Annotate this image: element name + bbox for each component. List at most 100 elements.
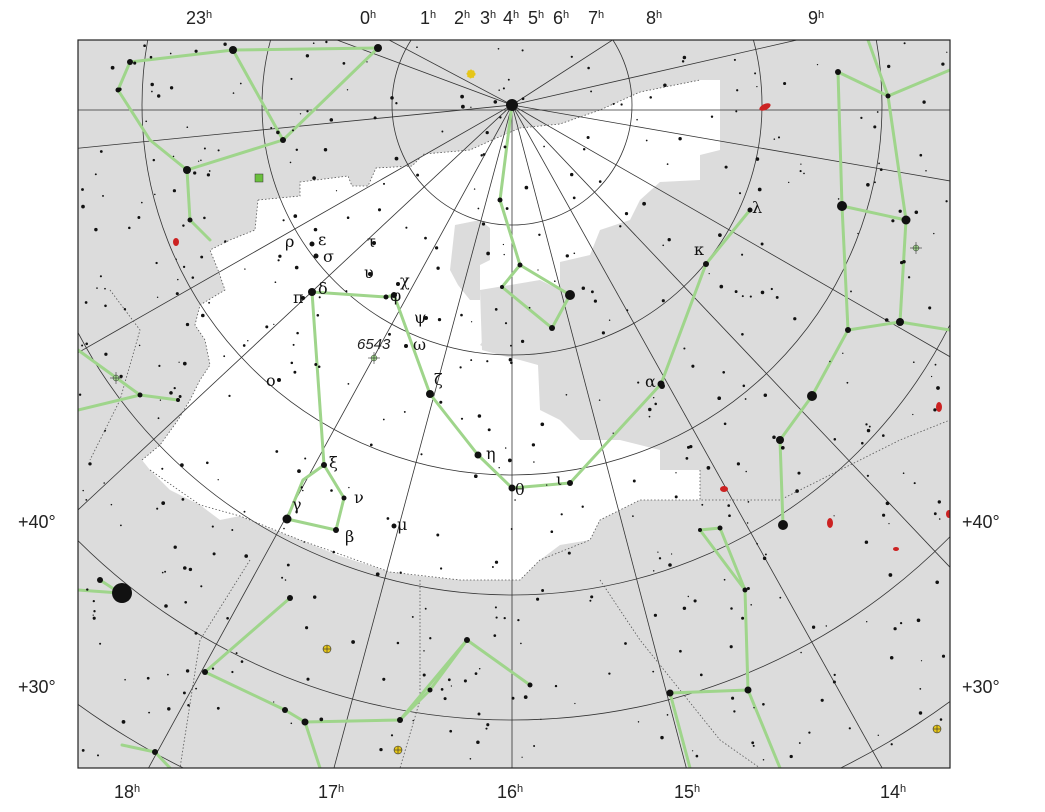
faint-star-marker: [914, 210, 919, 215]
faint-star-marker: [345, 290, 348, 293]
star-label-zeta: ζ: [434, 370, 443, 389]
faint-star-marker: [470, 106, 472, 108]
faint-star-marker: [244, 268, 246, 270]
ra-label-6h: 6h: [553, 8, 569, 28]
faint-star-marker: [747, 501, 750, 503]
faint-star-marker: [293, 214, 298, 218]
faint-star-marker: [521, 97, 525, 101]
faint-star-marker: [504, 322, 508, 325]
faint-star-marker: [495, 616, 498, 619]
faint-star-marker: [480, 154, 483, 157]
planetary-nebula-6543-marker: [368, 352, 380, 364]
faint-star-marker: [520, 642, 522, 645]
faint-star-marker: [772, 435, 776, 439]
globular-cluster-marker: [932, 724, 942, 734]
faint-star-marker: [620, 103, 623, 106]
star-label-xi: ξ: [329, 453, 338, 472]
faint-star-marker: [693, 599, 697, 603]
star-marker: [372, 241, 376, 245]
faint-star-marker: [424, 607, 427, 610]
faint-star-marker: [662, 244, 665, 247]
faint-star-marker: [316, 314, 320, 317]
faint-star-marker: [329, 118, 334, 122]
faint-star-marker: [582, 148, 586, 151]
faint-star-marker: [907, 276, 911, 279]
faint-star-marker: [243, 510, 246, 513]
faint-star-marker: [156, 507, 159, 510]
faint-star-marker: [274, 281, 277, 284]
faint-star-marker: [81, 748, 85, 752]
faint-star-marker: [888, 573, 893, 577]
star-marker: [137, 392, 143, 398]
faint-star-marker: [304, 457, 307, 460]
faint-star-marker: [146, 676, 150, 680]
faint-star-marker: [528, 306, 531, 309]
faint-star-marker: [893, 627, 897, 631]
faint-star-marker: [916, 618, 921, 623]
faint-star-marker: [150, 82, 154, 87]
faint-star-marker: [99, 150, 103, 153]
ra-label-3h: 3h: [480, 8, 496, 28]
faint-star-marker: [224, 240, 227, 243]
faint-star-marker: [290, 722, 293, 725]
faint-star-marker: [180, 463, 184, 467]
star-marker: [698, 528, 702, 532]
star-label-omicron: ο: [266, 371, 276, 390]
faint-star-marker: [685, 457, 689, 460]
faint-star-marker: [913, 482, 916, 485]
faint-star-marker: [945, 200, 948, 203]
faint-star-marker: [463, 679, 467, 683]
faint-star-marker: [878, 162, 880, 165]
faint-star-marker: [184, 600, 188, 604]
faint-star-marker: [110, 503, 113, 506]
faint-star-marker: [351, 640, 355, 644]
star-marker: [202, 669, 208, 675]
faint-star-marker: [560, 513, 563, 516]
faint-star-marker: [499, 116, 502, 119]
faint-star-marker: [833, 673, 836, 677]
faint-star-marker: [347, 383, 350, 385]
faint-star-marker: [469, 758, 472, 760]
star-label-iota: ι: [556, 470, 562, 489]
faint-star-marker: [335, 190, 338, 192]
faint-star-marker: [760, 290, 765, 295]
faint-star-marker: [632, 515, 634, 517]
galaxy-marker: [759, 103, 771, 111]
faint-star-marker: [941, 654, 946, 658]
faint-star-marker: [658, 557, 662, 560]
faint-star-marker: [300, 486, 303, 489]
faint-star-marker: [157, 94, 161, 98]
faint-star-marker: [128, 226, 131, 230]
faint-star-marker: [573, 252, 576, 255]
faint-star-marker: [922, 100, 926, 104]
faint-star-marker: [148, 711, 151, 714]
ra-label-23h: 23h: [186, 8, 212, 28]
faint-star-marker: [727, 504, 731, 507]
faint-star-marker: [510, 528, 513, 530]
faint-star-marker: [292, 343, 295, 346]
faint-star-marker: [902, 472, 905, 474]
faint-star-marker: [524, 185, 529, 190]
faint-star-marker: [649, 96, 652, 99]
faint-star-marker: [188, 567, 193, 572]
faint-star-marker: [155, 261, 158, 265]
faint-star-marker: [691, 364, 695, 368]
faint-star-marker: [403, 410, 406, 413]
faint-star-marker: [498, 89, 500, 91]
faint-star-marker: [938, 518, 941, 520]
faint-star-marker: [447, 678, 451, 682]
star-marker: [666, 689, 674, 697]
faint-star-marker: [92, 599, 95, 603]
faint-star-marker: [405, 226, 408, 229]
star-label-nu: ν: [354, 488, 364, 507]
faint-star-marker: [881, 434, 885, 437]
faint-star-marker: [439, 567, 443, 570]
faint-star-marker: [572, 196, 576, 200]
faint-star-marker: [473, 474, 478, 479]
faint-star-marker: [866, 182, 870, 187]
faint-star-marker: [624, 211, 629, 216]
faint-star-marker: [477, 207, 480, 210]
faint-star-marker: [231, 529, 234, 531]
galaxy-marker: [946, 510, 950, 518]
star-marker: [127, 59, 133, 65]
